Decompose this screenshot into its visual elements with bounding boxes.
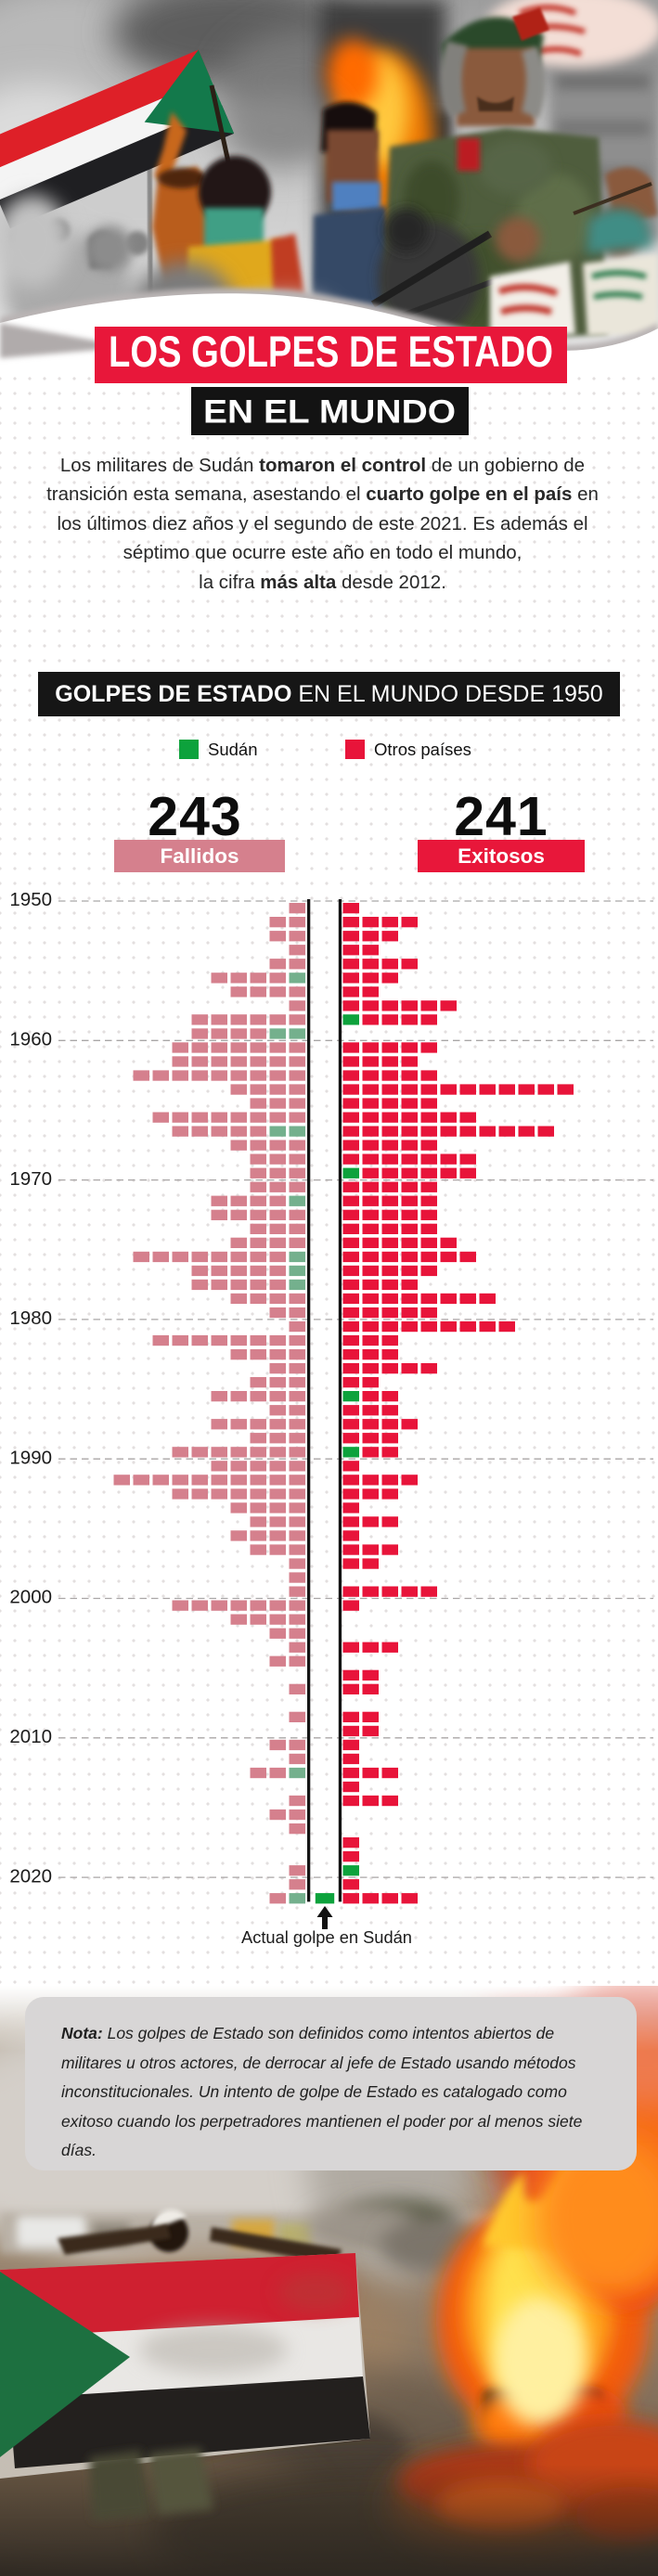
svg-text:2010: 2010: [9, 1726, 52, 1747]
svg-text:1970: 1970: [9, 1168, 52, 1190]
svg-text:EN EL MUNDO: EN EL MUNDO: [203, 393, 456, 431]
svg-text:1980: 1980: [9, 1307, 52, 1329]
svg-text:LOS GOLPES DE ESTADO: LOS GOLPES DE ESTADO: [109, 327, 553, 376]
svg-text:2000: 2000: [9, 1587, 52, 1608]
svg-text:1950: 1950: [9, 889, 52, 910]
svg-text:1990: 1990: [9, 1447, 52, 1468]
svg-text:1960: 1960: [9, 1029, 52, 1050]
svg-text:2020: 2020: [9, 1865, 52, 1887]
svg-text:Actual golpe en Sudán: Actual golpe en Sudán: [241, 1927, 412, 1947]
